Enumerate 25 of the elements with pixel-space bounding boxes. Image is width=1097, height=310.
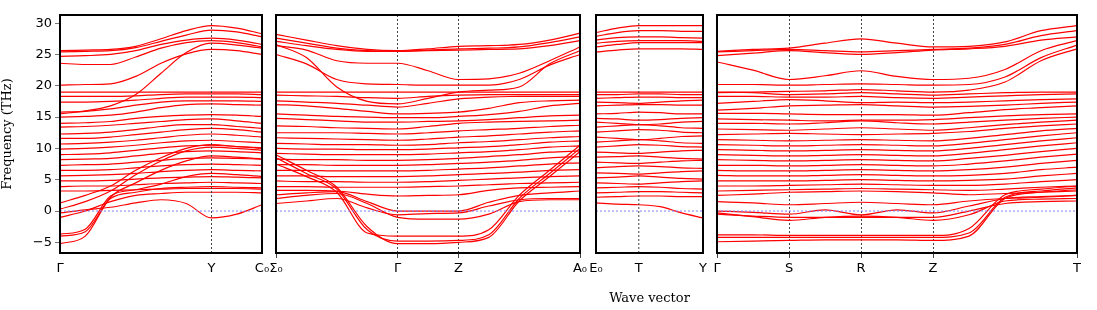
x-tick-label: Z xyxy=(453,260,463,276)
x-tick-label: Y xyxy=(698,260,708,276)
y-tick-label: 30 xyxy=(35,14,52,30)
y-tick-label: 0 xyxy=(43,202,52,218)
x-tick-label: T xyxy=(633,260,643,276)
y-tick-label: 15 xyxy=(35,108,52,124)
y-tick-label: 5 xyxy=(43,171,52,187)
x-tick-label: R xyxy=(856,260,866,276)
y-tick-label: 25 xyxy=(35,45,52,61)
x-tick-label: Γ xyxy=(713,260,722,276)
x-tick-label: T xyxy=(1072,260,1082,276)
x-axis-title: Wave vector xyxy=(609,289,691,305)
y-axis-title: Frequency (THz) xyxy=(0,78,15,190)
x-tick-label: C₀ xyxy=(254,260,270,276)
x-tick-label: S xyxy=(784,260,794,276)
x-tick-label: Y xyxy=(206,260,216,276)
x-tick-label: Z xyxy=(928,260,938,276)
x-tick-label: Γ xyxy=(56,260,65,276)
x-tick-label: E₀ xyxy=(589,260,603,276)
x-tick-label: A₀ xyxy=(572,260,588,276)
x-tick-label: Σ₀ xyxy=(269,260,283,276)
y-tick-label: 10 xyxy=(35,139,52,155)
y-tick-label: −5 xyxy=(32,233,52,249)
x-tick-label: Γ xyxy=(393,260,402,276)
y-tick-label: 20 xyxy=(35,77,52,93)
